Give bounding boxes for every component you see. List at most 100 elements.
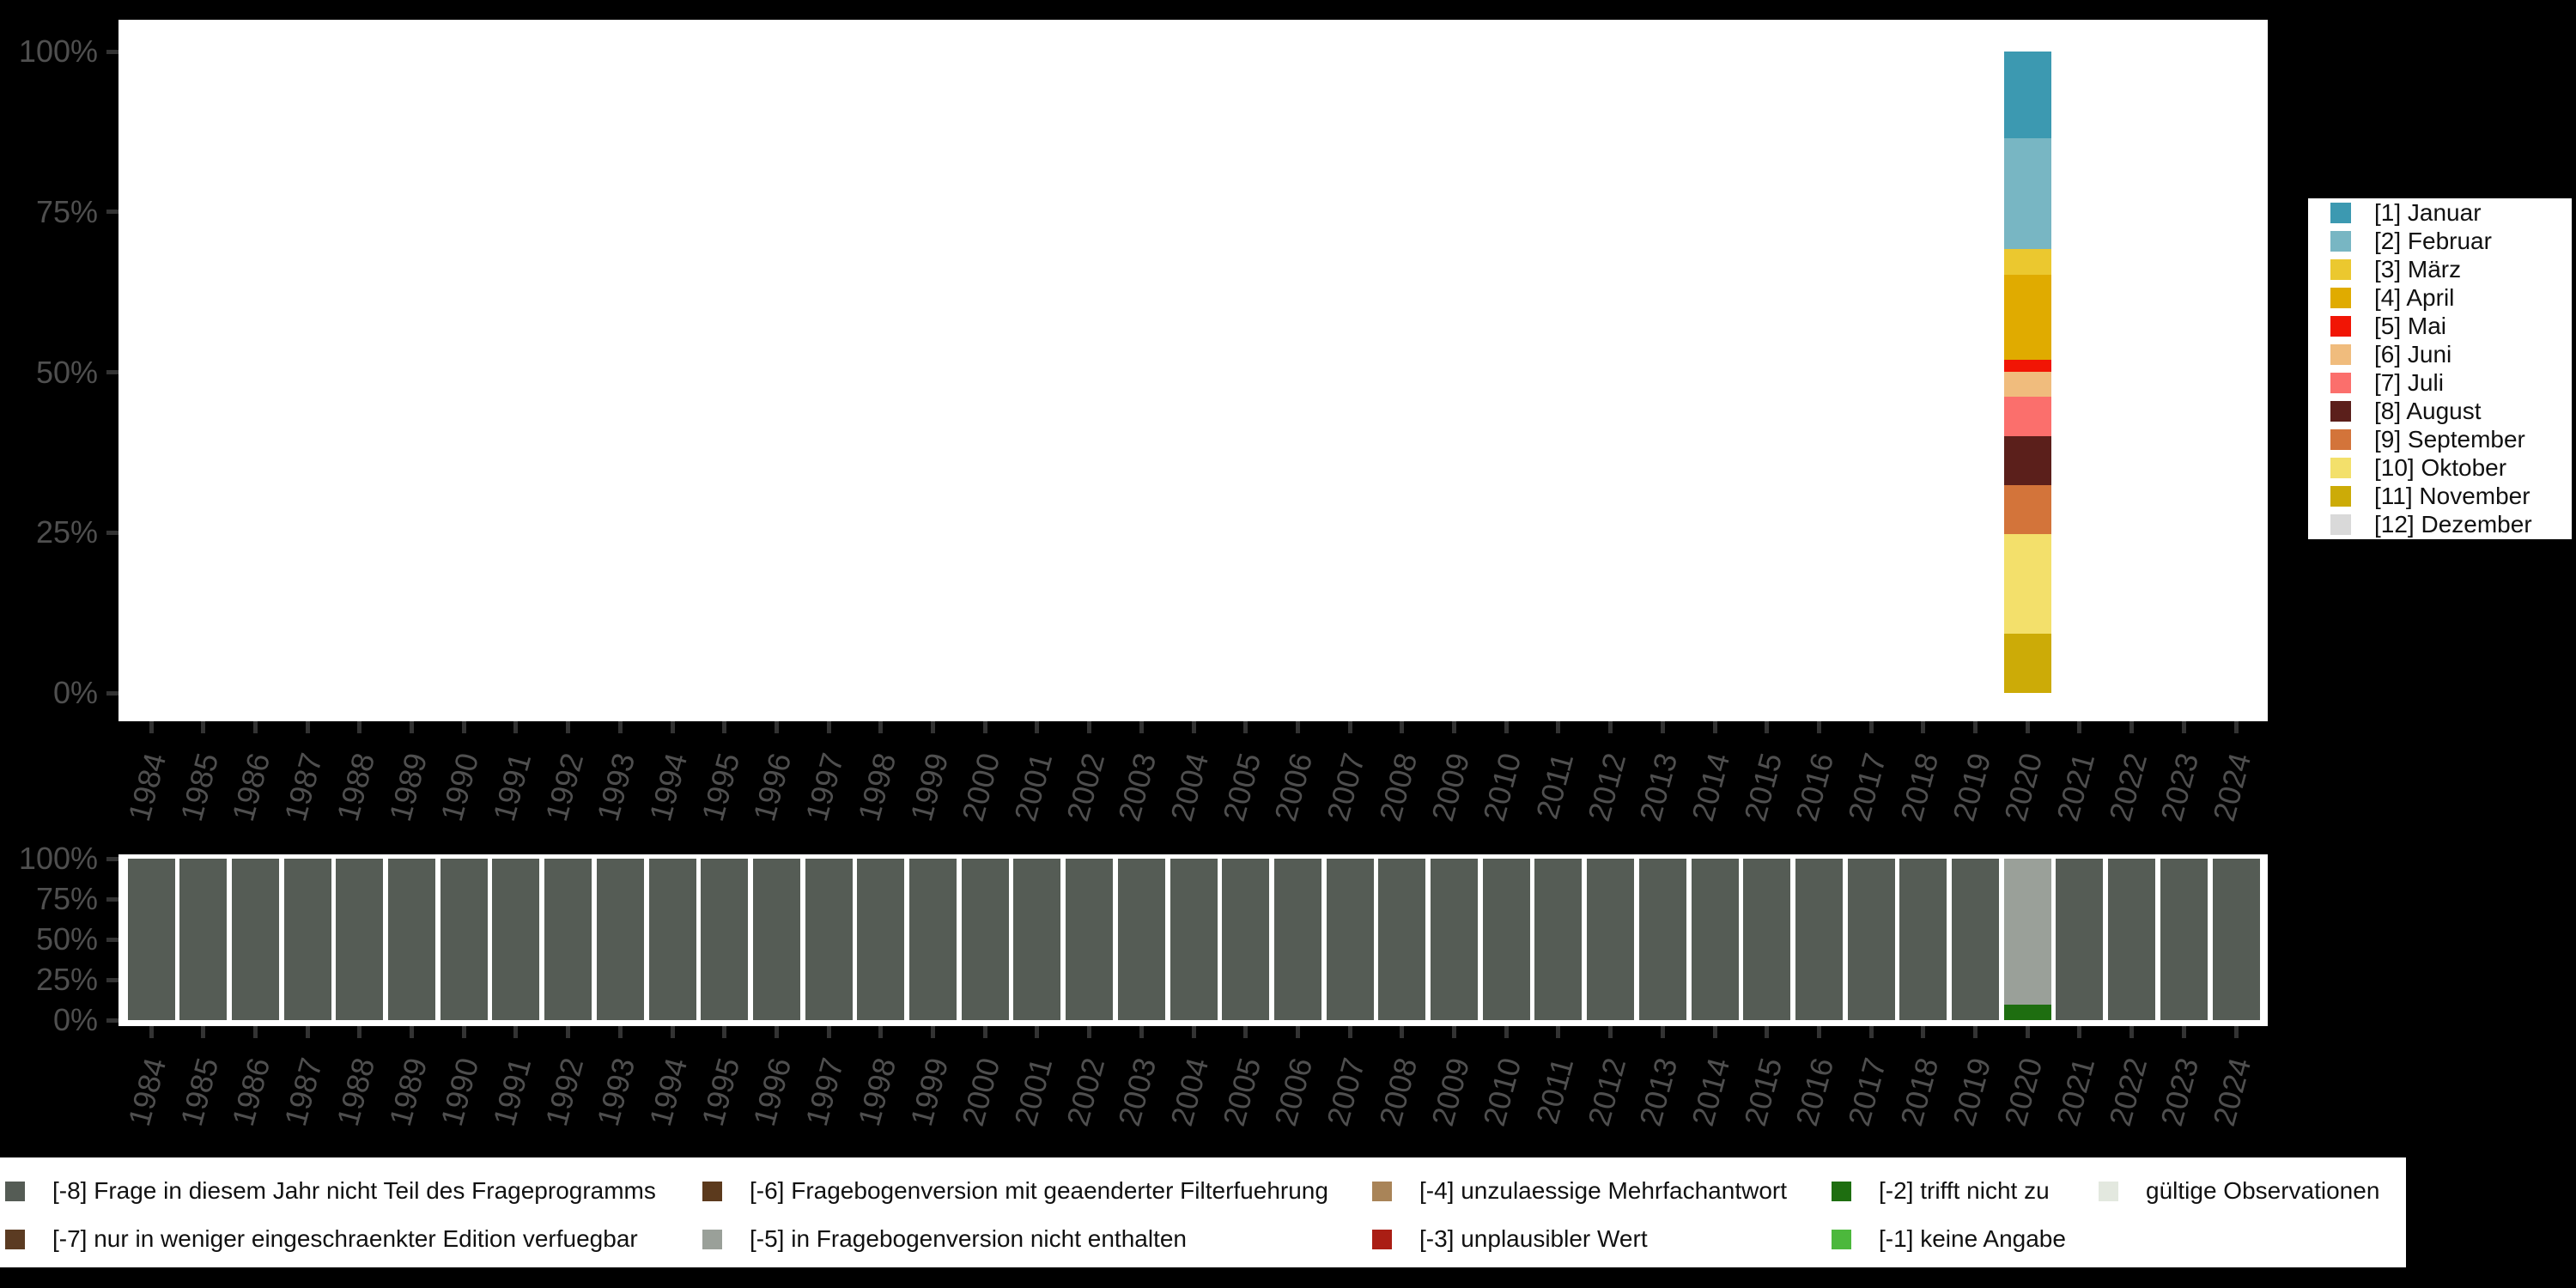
x-axis-tick [149, 721, 154, 733]
bar-segment [1899, 859, 1947, 1020]
x-axis-tick [1035, 721, 1040, 733]
x-axis-tick-label-2008: 2008 [1371, 1054, 1425, 1130]
x-axis-tick-label-1996: 1996 [746, 1054, 799, 1130]
x-axis-tick-label-2015: 2015 [1736, 749, 1789, 825]
x-axis-tick-label-2023: 2023 [2154, 749, 2206, 825]
x-axis-tick [878, 1026, 884, 1038]
bar-segment [805, 859, 853, 1020]
x-axis-tick [1660, 1026, 1665, 1038]
x-axis-tick [931, 721, 935, 733]
bar-segment [2003, 274, 2051, 360]
x-axis-tick-label-2019: 2019 [1945, 749, 1997, 825]
y-axis-tick-label: 0% [52, 675, 98, 710]
x-axis-tick [2233, 1026, 2239, 1038]
bar-segment [1431, 859, 1478, 1020]
x-axis-tick-label-2021: 2021 [2049, 749, 2102, 825]
legend-swatch [2330, 231, 2351, 252]
x-axis-tick [1816, 1026, 1821, 1038]
bar-segment [2003, 1004, 2051, 1020]
x-axis-tick-label-2009: 2009 [1424, 1054, 1476, 1130]
bar-segment [1691, 859, 1739, 1020]
x-axis-tick [566, 721, 571, 733]
x-axis-tick-label-1991: 1991 [485, 1054, 538, 1130]
x-axis-tick-label-1985: 1985 [173, 749, 226, 825]
y-axis-tick-label: 75% [35, 193, 98, 229]
x-axis-tick [1504, 1026, 1509, 1038]
x-axis-tick [670, 1026, 675, 1038]
legend-item: [8] August [2330, 398, 2572, 426]
x-axis-tick [1035, 1026, 1040, 1038]
x-axis-tick-label-1987: 1987 [277, 749, 330, 825]
bar-segment [388, 859, 435, 1020]
x-axis-tick-label-2014: 2014 [1684, 749, 1737, 825]
x-axis-tick-label-2012: 2012 [1580, 1054, 1632, 1130]
bar-segment [1847, 859, 1895, 1020]
x-axis-tick-label-1990: 1990 [434, 749, 486, 825]
x-axis-tick [1243, 721, 1249, 733]
x-axis-tick [982, 721, 987, 733]
legend-label: [-1] keine Angabe [1879, 1225, 2066, 1252]
x-axis-tick [2025, 721, 2030, 733]
x-axis-tick-label-1997: 1997 [799, 1054, 851, 1130]
y-axis-tick [106, 937, 118, 942]
x-axis-tick-label-1989: 1989 [381, 749, 434, 825]
y-axis-tick [106, 896, 118, 902]
legend-label: [3] März [2374, 256, 2462, 283]
bar-segment [283, 859, 331, 1020]
x-axis-tick [513, 1026, 519, 1038]
x-axis-tick [2181, 1026, 2186, 1038]
x-axis-tick-label-1992: 1992 [538, 1054, 590, 1130]
x-axis-tick-label-2000: 2000 [955, 749, 1007, 825]
legend-label: [6] Juni [2374, 341, 2452, 368]
x-axis-tick [1400, 1026, 1405, 1038]
bar-segment [127, 859, 175, 1020]
x-axis-tick [1816, 721, 1821, 733]
x-axis-tick [1139, 1026, 1144, 1038]
x-axis-tick-label-2012: 2012 [1580, 749, 1632, 825]
bar-segment [2108, 859, 2156, 1020]
missing-values-legend: [-8] Frage in diesem Jahr nicht Teil des… [0, 1157, 2406, 1267]
bar-segment [2212, 859, 2260, 1020]
x-axis-tick-label-2020: 2020 [1997, 749, 2050, 825]
legend-item: [9] September [2330, 426, 2572, 454]
legend-swatch [1372, 1181, 1392, 1201]
legend-swatch [2330, 401, 2351, 422]
bar-segment [231, 859, 279, 1020]
x-axis-tick-label-1994: 1994 [641, 749, 695, 825]
x-axis-tick-label-2019: 2019 [1945, 1054, 1997, 1130]
x-axis-tick [826, 721, 831, 733]
y-axis-tick [106, 530, 118, 535]
legend-label: [4] April [2374, 284, 2455, 311]
x-axis-tick [1608, 721, 1613, 733]
legend-swatch [5, 1229, 25, 1249]
bar-segment [752, 859, 800, 1020]
x-axis-tick [410, 721, 414, 733]
x-axis-tick-label-2013: 2013 [1632, 1054, 1685, 1130]
x-axis-tick-label-2013: 2013 [1632, 749, 1685, 825]
y-axis-tick-label: 25% [35, 514, 98, 550]
x-axis-tick [513, 721, 519, 733]
bar-segment [2003, 859, 2051, 1005]
x-axis-tick-label-2009: 2009 [1424, 749, 1476, 825]
legend-item: [10] Oktober [2330, 454, 2572, 483]
x-axis-tick [982, 1026, 987, 1038]
x-axis-tick [2025, 1026, 2030, 1038]
bar-segment [2003, 484, 2051, 534]
x-axis-tick [1191, 1026, 1196, 1038]
x-axis-tick-label-2015: 2015 [1736, 1054, 1789, 1130]
x-axis-tick-label-1991: 1991 [485, 749, 538, 825]
legend-label: [12] Dezember [2374, 511, 2532, 538]
x-axis-tick-label-2008: 2008 [1371, 749, 1425, 825]
x-axis-tick-label-2020: 2020 [1997, 1054, 2050, 1130]
bar-segment [544, 859, 592, 1020]
x-axis-tick [357, 1026, 362, 1038]
y-axis-tick-label: 50% [35, 921, 98, 957]
x-axis-tick [774, 1026, 779, 1038]
x-axis-tick [1973, 1026, 1978, 1038]
x-axis-tick-label-2022: 2022 [2101, 1054, 2154, 1130]
bar-segment [2056, 859, 2104, 1020]
x-axis-tick-label-2017: 2017 [1841, 1054, 1893, 1130]
x-axis-tick [1400, 721, 1405, 733]
x-axis-tick [1295, 721, 1300, 733]
